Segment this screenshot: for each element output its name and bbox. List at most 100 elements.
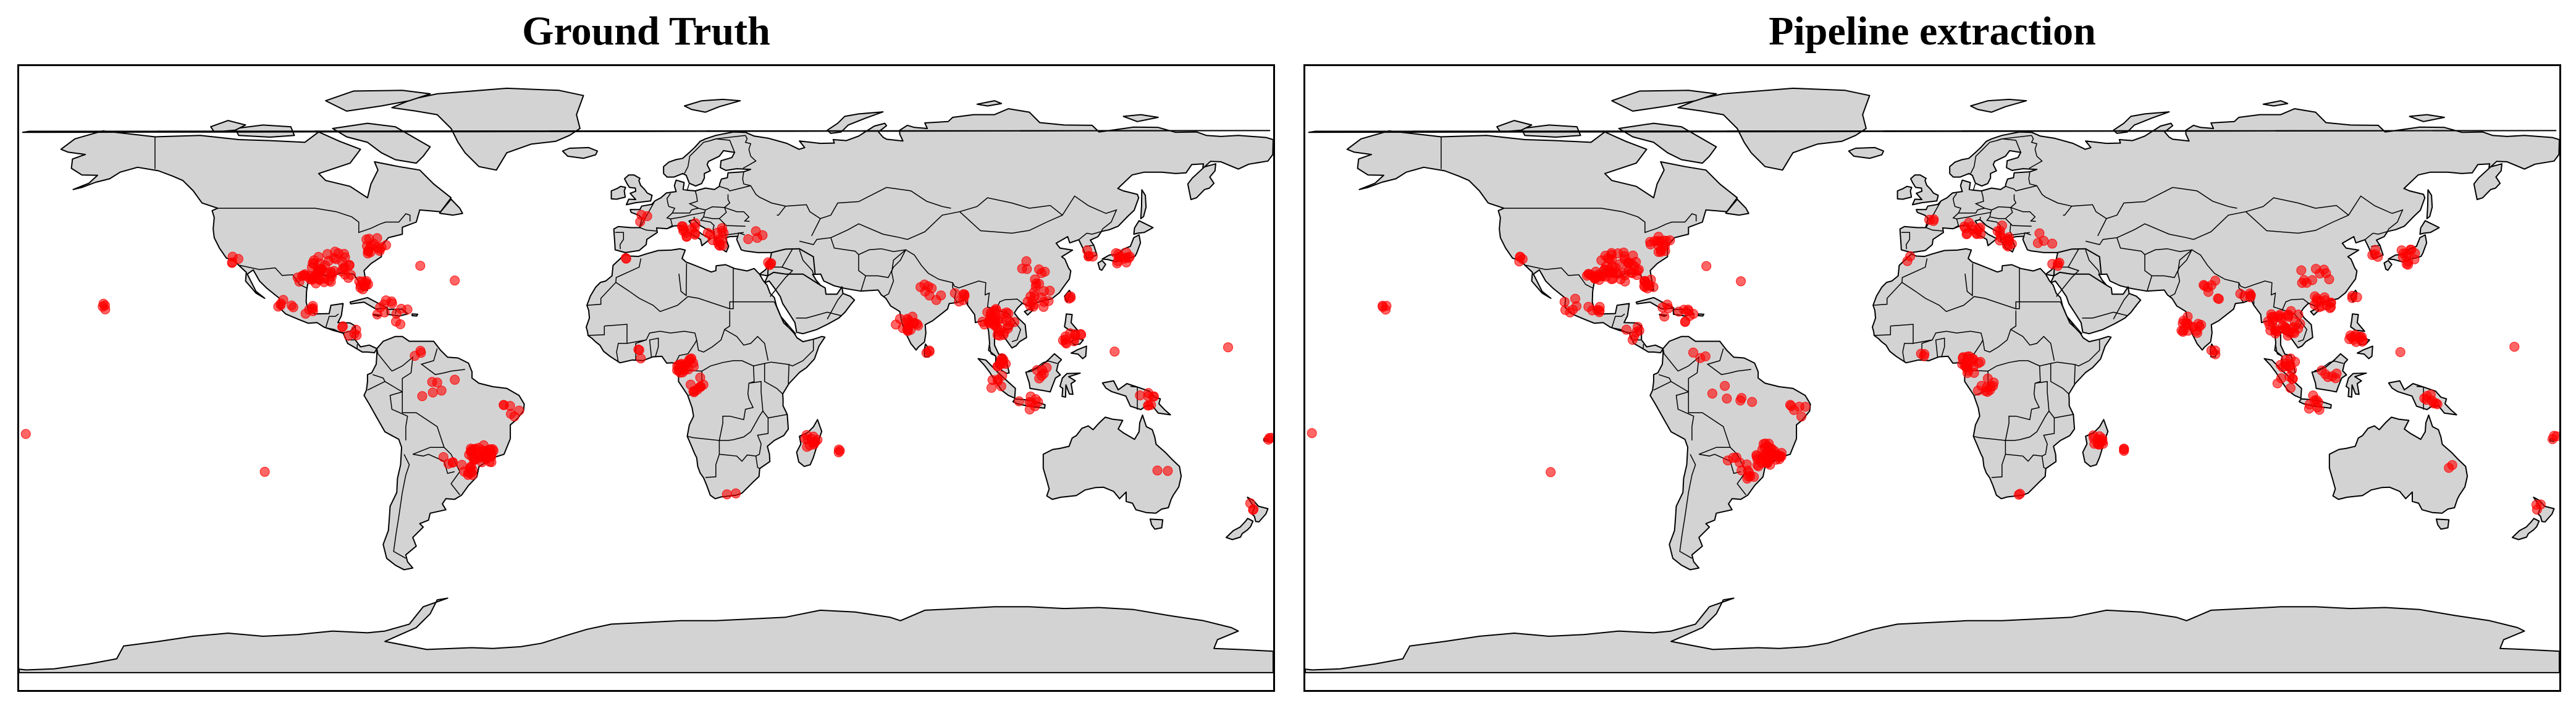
- country-border: [1926, 227, 1944, 232]
- country-border: [799, 237, 867, 291]
- occurrence-point: [999, 327, 1009, 337]
- occurrence-point: [2178, 327, 2188, 337]
- occurrence-point: [288, 302, 298, 313]
- country-border: [830, 195, 1118, 240]
- landmass-africa: [1872, 248, 2112, 500]
- occurrence-point: [387, 298, 397, 309]
- occurrence-point: [1021, 256, 1032, 266]
- landmass-australia: [2328, 414, 2469, 514]
- occurrence-point: [2047, 238, 2058, 249]
- country-border: [217, 208, 411, 233]
- landmass-nz-south: [2511, 518, 2540, 541]
- occurrence-point: [2422, 395, 2431, 405]
- occurrence-point: [1660, 246, 1670, 256]
- country-border: [1659, 374, 1672, 382]
- occurrence-point: [633, 344, 644, 355]
- landmass-svalbard: [1970, 98, 2027, 113]
- country-border: [1706, 348, 1751, 376]
- occurrence-point: [763, 257, 773, 267]
- country-border: [1972, 183, 1976, 191]
- occurrence-point: [2304, 403, 2314, 414]
- occurrence-point: [1087, 251, 1098, 262]
- occurrence-point: [1594, 301, 1605, 312]
- occurrence-point: [379, 307, 390, 318]
- occurrence-point: [1135, 390, 1145, 401]
- landmass-puerto-rico: [1698, 313, 1705, 317]
- landmass-japan-kyushu: [2383, 259, 2393, 271]
- country-border: [1679, 454, 1696, 559]
- country-border: [755, 418, 769, 469]
- occurrence-point: [338, 263, 348, 274]
- occurrence-point: [337, 322, 347, 332]
- occurrence-point: [2206, 345, 2216, 356]
- occurrence-point: [1720, 381, 1730, 391]
- country-border: [356, 343, 358, 349]
- country-border: [680, 360, 764, 441]
- landmass-antarctica: [19, 597, 1273, 673]
- occurrence-point: [1701, 261, 1712, 271]
- occurrence-point: [2047, 259, 2058, 269]
- occurrence-point: [717, 226, 727, 236]
- country-border: [796, 311, 841, 319]
- country-border: [1699, 453, 1741, 474]
- landmass-newfoundland: [1725, 198, 1749, 216]
- occurrence-point: [2315, 268, 2325, 279]
- country-border: [675, 339, 697, 363]
- occurrence-point: [1679, 305, 1689, 315]
- country-border: [615, 232, 625, 250]
- country-border: [667, 212, 705, 229]
- occurrence-point: [1680, 317, 1690, 327]
- occurrence-point: [1655, 236, 1665, 246]
- country-border: [2028, 171, 2072, 207]
- landmass-tasmania: [1149, 518, 1164, 530]
- occurrence-point: [1060, 331, 1071, 342]
- occurrence-point: [1009, 317, 1019, 327]
- occurrence-point: [993, 376, 1003, 386]
- landmass-great-britain: [1910, 174, 1939, 206]
- country-border: [1989, 207, 2013, 219]
- landmass-wrangel: [1308, 130, 2557, 133]
- landmass-wrangel: [22, 130, 1271, 133]
- occurrence-point: [2181, 318, 2191, 328]
- occurrence-point: [1659, 311, 1670, 322]
- occurrence-point: [1038, 301, 1049, 312]
- occurrence-point: [1152, 465, 1163, 476]
- country-border: [1966, 360, 2050, 441]
- country-border: [1873, 258, 1928, 306]
- occurrence-point: [1082, 245, 1092, 256]
- occurrence-point: [1722, 393, 1732, 404]
- country-border: [2170, 249, 2192, 297]
- occurrence-point: [2299, 275, 2309, 285]
- occurrence-point: [2296, 265, 2307, 276]
- country-border: [988, 343, 996, 357]
- country-border: [635, 339, 647, 361]
- landmass-north-america: [60, 130, 452, 353]
- occurrence-point: [1626, 267, 1636, 278]
- occurrence-point: [686, 379, 696, 390]
- country-border: [1964, 263, 1974, 297]
- occurrence-point: [1722, 455, 1733, 466]
- landmass-severnaya: [976, 100, 1003, 107]
- occurrence-point: [1644, 280, 1655, 290]
- landmass-svalbard: [684, 98, 741, 113]
- occurrence-point: [473, 453, 484, 463]
- country-border: [1974, 190, 2011, 211]
- landmass-baffin: [332, 122, 431, 164]
- occurrence-point: [2032, 238, 2043, 248]
- country-border: [777, 204, 821, 219]
- occurrence-point: [2034, 228, 2045, 238]
- land-layer: [1305, 87, 2559, 673]
- country-border: [719, 185, 751, 191]
- occurrence-point: [2287, 374, 2297, 384]
- landmass-australia: [1042, 414, 1182, 514]
- occurrence-point: [2344, 334, 2355, 344]
- occurrence-point: [1025, 291, 1036, 301]
- country-border: [742, 171, 786, 207]
- occurrence-point: [2320, 369, 2331, 379]
- occurrence-point: [514, 405, 524, 416]
- country-border: [1901, 282, 2061, 313]
- country-border: [2082, 311, 2128, 319]
- occurrence-point: [2014, 489, 2024, 500]
- landmass-antarctica: [1305, 597, 2559, 673]
- occurrence-point: [2548, 434, 2557, 444]
